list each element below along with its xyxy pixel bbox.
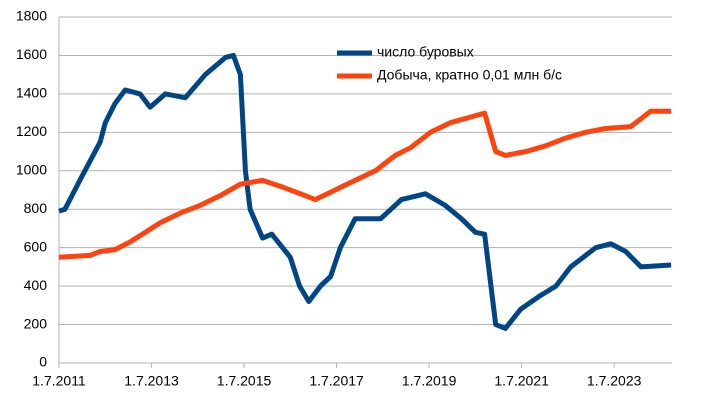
- y-tick-label: 1600: [16, 46, 47, 62]
- y-tick-label: 600: [24, 238, 48, 254]
- y-tick-label: 1800: [16, 8, 47, 24]
- legend-label: число буровых: [377, 44, 474, 60]
- x-tick-label: 1.7.2013: [124, 373, 179, 389]
- y-tick-label: 800: [24, 200, 48, 216]
- x-tick-label: 1.7.2021: [494, 373, 549, 389]
- x-tick-label: 1.7.2019: [402, 373, 457, 389]
- y-tick-label: 1000: [16, 161, 47, 177]
- line-series: [58, 108, 672, 260]
- line-series: [58, 52, 672, 331]
- x-tick-label: 1.7.2023: [587, 373, 642, 389]
- x-tick-label: 1.7.2011: [32, 373, 86, 389]
- y-tick-label: 0: [39, 354, 47, 370]
- legend-label: Добыча, кратно 0,01 млн б/с: [377, 67, 562, 83]
- y-tick-label: 1200: [16, 123, 47, 139]
- y-tick-label: 1400: [16, 85, 47, 101]
- y-tick-label: 400: [24, 277, 48, 293]
- x-tick-label: 1.7.2017: [309, 373, 364, 389]
- x-tick-label: 1.7.2015: [217, 373, 272, 389]
- y-tick-label: 200: [24, 315, 48, 331]
